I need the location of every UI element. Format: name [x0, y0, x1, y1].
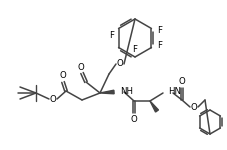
Polygon shape — [150, 101, 158, 112]
Text: O: O — [78, 63, 84, 72]
Polygon shape — [100, 90, 114, 94]
Text: HN: HN — [168, 87, 181, 96]
Text: O: O — [179, 78, 185, 87]
Text: F: F — [157, 26, 162, 35]
Text: O: O — [50, 94, 56, 103]
Text: O: O — [131, 114, 137, 123]
Text: F: F — [133, 45, 138, 54]
Text: O: O — [191, 102, 197, 111]
Text: O: O — [60, 72, 66, 81]
Text: F: F — [157, 41, 162, 50]
Text: F: F — [109, 32, 114, 40]
Text: O: O — [117, 60, 123, 69]
Text: NH: NH — [120, 87, 133, 96]
